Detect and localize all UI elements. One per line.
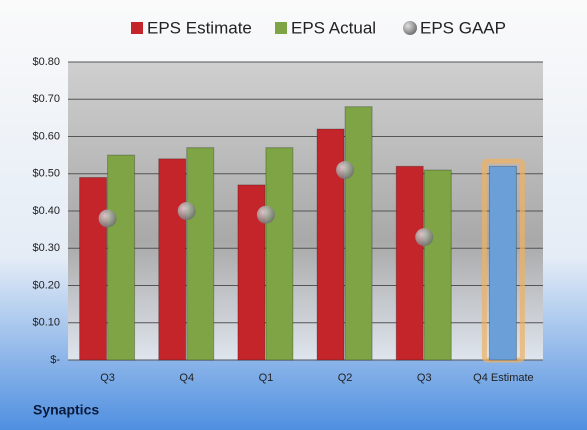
x-tick-label: Q2	[338, 372, 353, 384]
y-tick-label: $0.30	[32, 242, 60, 254]
y-tick-label: $0.60	[32, 130, 60, 142]
legend-label: EPS Actual	[291, 18, 376, 37]
legend-label: EPS Estimate	[147, 18, 252, 37]
x-tick-label: Q1	[259, 372, 274, 384]
bar	[158, 158, 187, 361]
bar	[186, 147, 215, 361]
x-tick-label: Q3	[417, 372, 432, 384]
y-tick-label: $0.20	[32, 279, 60, 291]
y-tick-label: $0.80	[32, 56, 60, 68]
legend-marker	[131, 22, 143, 34]
x-tick-label: Q3	[100, 372, 115, 384]
legend-marker	[275, 22, 287, 34]
y-tick-label: $-	[50, 354, 60, 366]
y-tick-label: $0.10	[32, 317, 60, 329]
gaap-marker	[336, 161, 355, 180]
bar	[107, 154, 136, 361]
bar	[423, 169, 452, 361]
gaap-marker	[98, 209, 117, 228]
x-tick-label: Q4	[179, 372, 194, 384]
chart-title: Synaptics	[33, 402, 99, 418]
gaap-marker	[256, 205, 275, 224]
bar	[395, 165, 424, 361]
bar	[79, 176, 108, 361]
bar	[488, 165, 517, 361]
y-tick-label: $0.70	[32, 93, 60, 105]
gaap-marker	[415, 228, 434, 247]
y-tick-label: $0.50	[32, 168, 60, 180]
legend-label: EPS GAAP	[420, 18, 506, 37]
bar	[344, 106, 373, 361]
bar	[265, 147, 294, 361]
x-tick-label: Q4 Estimate	[473, 372, 534, 384]
bar	[237, 184, 266, 361]
legend-marker	[403, 21, 417, 35]
gaap-marker	[177, 202, 196, 220]
y-tick-label: $0.40	[32, 205, 60, 217]
